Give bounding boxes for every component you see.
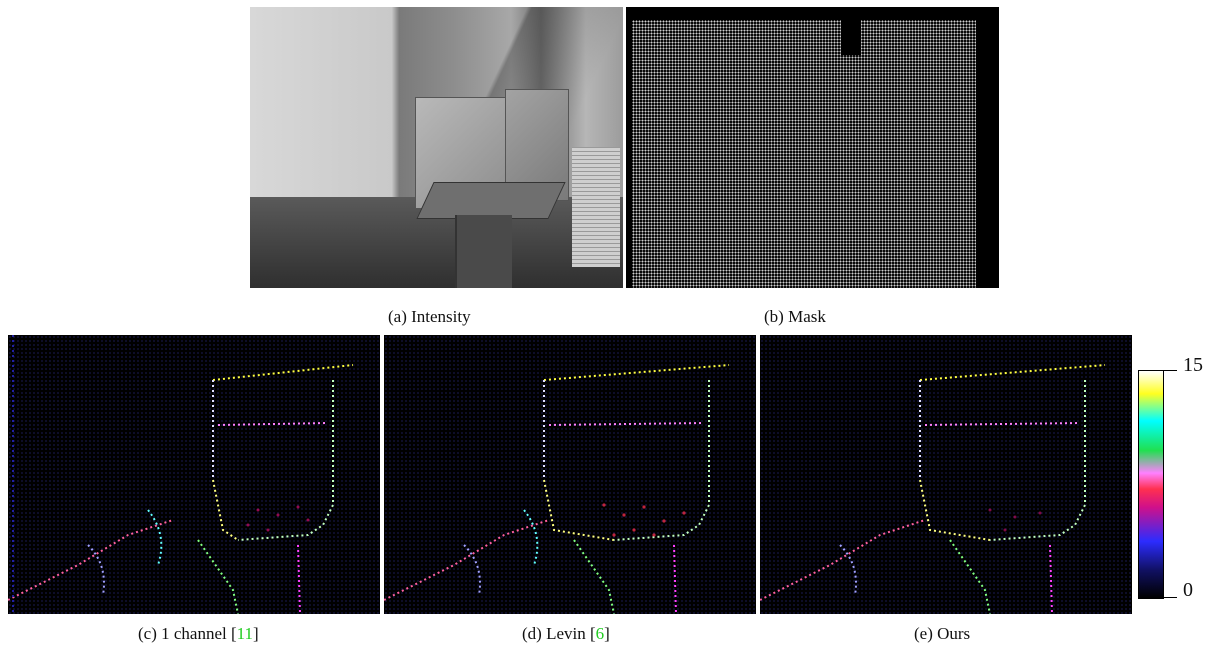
caption-c-close: ] xyxy=(253,624,259,643)
caption-d-text: (d) Levin [ xyxy=(522,624,596,643)
intensity-image xyxy=(250,7,623,288)
object-shelf xyxy=(416,182,566,219)
colorbar-tick-min xyxy=(1163,597,1177,598)
caption-d: (d) Levin [6] xyxy=(522,624,610,644)
error-noise xyxy=(760,335,1132,614)
object-post xyxy=(455,215,512,288)
mask-hole-top xyxy=(841,20,861,55)
colorbar-min-label: 0 xyxy=(1183,579,1193,601)
colorbar-tick-max xyxy=(1163,370,1177,371)
error-edges xyxy=(8,335,354,614)
error-noise xyxy=(384,335,756,614)
caption-c-text: (c) 1 channel [ xyxy=(138,624,237,643)
error-edges xyxy=(760,364,1106,614)
caption-d-close: ] xyxy=(604,624,610,643)
colorbar-max-label: 15 xyxy=(1183,354,1203,376)
error-map-ours xyxy=(760,335,1132,614)
mask-image xyxy=(626,7,999,288)
caption-c: (c) 1 channel [11] xyxy=(138,624,259,644)
error-map-1-channel xyxy=(8,335,380,614)
error-edges xyxy=(384,364,730,614)
error-colorbar xyxy=(1138,370,1164,599)
caption-e: (e) Ours xyxy=(914,624,971,643)
caption-a: (a) Intensity xyxy=(388,307,471,326)
caption-b: (b) Mask xyxy=(764,307,826,326)
citation-6[interactable]: 6 xyxy=(595,624,605,643)
error-map-levin xyxy=(384,335,756,614)
error-noise xyxy=(8,335,380,614)
calendar xyxy=(572,147,620,267)
citation-11[interactable]: 11 xyxy=(236,624,254,643)
mask-dot-grid xyxy=(632,20,976,288)
